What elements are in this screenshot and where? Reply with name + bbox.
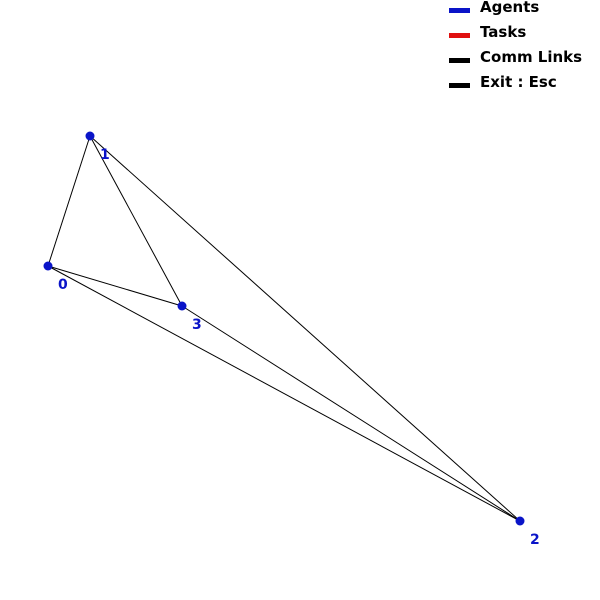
legend-label-exit: Exit : Esc: [480, 73, 557, 91]
comm-link-1-3: [89, 135, 183, 307]
agent-node-0: [43, 261, 53, 271]
comm-link-0-3: [47, 265, 183, 307]
agent-label-3: 3: [192, 317, 202, 333]
legend-swatch-exit: [449, 83, 470, 88]
legend-swatch-tasks: [449, 33, 470, 38]
agent-node-3: [177, 301, 187, 311]
agents-layer: 0 1 2 3: [43, 131, 540, 548]
agent-node-1: [85, 131, 95, 141]
comm-link-3-2: [181, 305, 521, 522]
legend-swatch-comm-links: [449, 58, 470, 63]
comm-link-0-1: [47, 135, 91, 267]
agent-node-2: [515, 516, 525, 526]
legend-swatch-agents: [449, 8, 470, 13]
comm-link-1-2: [89, 135, 521, 522]
legend-label-agents: Agents: [480, 0, 540, 16]
agent-label-2: 2: [530, 532, 540, 548]
legend-label-tasks: Tasks: [480, 23, 527, 41]
agent-label-1: 1: [100, 147, 110, 163]
comm-link-0-2: [47, 265, 521, 522]
comm-links-layer: [47, 135, 521, 522]
legend-label-comm-links: Comm Links: [480, 48, 583, 66]
agent-label-0: 0: [58, 277, 68, 293]
